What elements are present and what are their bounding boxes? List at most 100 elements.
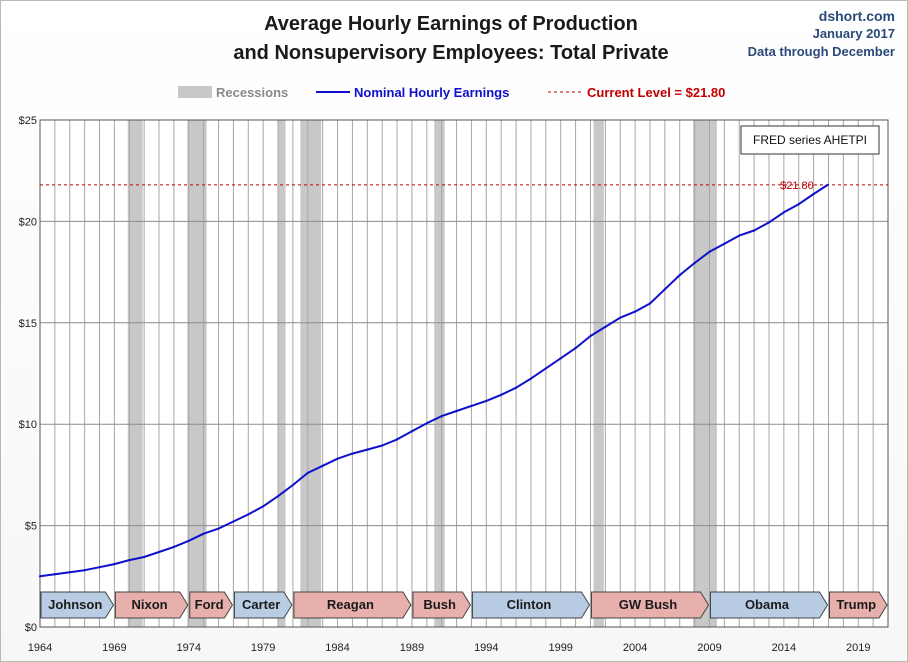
president-arrow-bush bbox=[412, 591, 472, 619]
data-point bbox=[336, 457, 339, 460]
legend-label-recessions: Recessions bbox=[216, 85, 288, 100]
data-point bbox=[425, 422, 428, 425]
data-point bbox=[604, 325, 607, 328]
series-line-nominal-hourly-earnings bbox=[39, 184, 829, 578]
legend-swatch-recessions bbox=[178, 86, 212, 98]
data-point bbox=[262, 505, 265, 508]
president-arrow-ford bbox=[189, 591, 233, 619]
data-point bbox=[410, 430, 414, 433]
recession-band-6 bbox=[693, 120, 717, 627]
data-point bbox=[455, 409, 458, 413]
data-point bbox=[559, 357, 562, 360]
data-point bbox=[172, 545, 175, 548]
data-point bbox=[633, 310, 637, 313]
y-tick-label: $20 bbox=[19, 216, 37, 228]
recession-band-2 bbox=[278, 120, 286, 627]
president-arrow-johnson bbox=[40, 591, 114, 619]
data-point bbox=[232, 520, 235, 523]
legend-label-current-level: Current Level = $21.80 bbox=[587, 85, 725, 100]
x-tick-label: 2004 bbox=[623, 642, 647, 654]
x-tick-label: 1964 bbox=[28, 642, 52, 654]
data-point bbox=[291, 483, 295, 487]
recession-band-0 bbox=[127, 120, 143, 627]
x-tick-label: 1984 bbox=[325, 642, 349, 654]
president-label: Ford bbox=[195, 597, 224, 612]
data-point bbox=[589, 334, 592, 338]
president-label: Reagan bbox=[327, 597, 374, 612]
plot-border bbox=[39, 119, 889, 628]
annotation-box bbox=[740, 125, 880, 155]
data-point bbox=[648, 302, 652, 305]
president-label: Johnson bbox=[48, 597, 102, 612]
current-level-label: $21.80 bbox=[780, 180, 814, 192]
recession-band-4 bbox=[434, 120, 445, 627]
recession-band-3 bbox=[300, 120, 322, 627]
president-label: Obama bbox=[745, 597, 790, 612]
data-point bbox=[217, 527, 220, 530]
data-point bbox=[738, 234, 741, 237]
data-point bbox=[797, 203, 800, 206]
x-tick-label: 2014 bbox=[772, 642, 796, 654]
president-label: Bush bbox=[423, 597, 456, 612]
data-point bbox=[440, 414, 443, 418]
president-label: Clinton bbox=[507, 597, 552, 612]
president-label: Trump bbox=[836, 597, 876, 612]
data-point bbox=[723, 242, 726, 245]
data-point bbox=[276, 495, 280, 498]
president-label: Carter bbox=[242, 597, 280, 612]
data-point bbox=[767, 221, 771, 224]
recession-band-5 bbox=[593, 120, 604, 627]
data-point bbox=[143, 555, 146, 559]
x-tick-label: 2009 bbox=[697, 642, 721, 654]
x-tick-label: 1979 bbox=[251, 642, 275, 654]
data-point bbox=[38, 575, 42, 578]
president-arrow-gw-bush bbox=[590, 591, 710, 619]
data-point bbox=[202, 532, 205, 535]
data-point bbox=[812, 192, 815, 196]
y-tick-label: $25 bbox=[19, 115, 37, 127]
x-tick-label: 1989 bbox=[400, 642, 424, 654]
data-point bbox=[321, 464, 324, 467]
y-tick-label: $15 bbox=[19, 318, 37, 330]
data-point bbox=[826, 183, 829, 186]
y-tick-label: $5 bbox=[25, 521, 37, 533]
data-point bbox=[83, 569, 86, 572]
chart-title-line2: and Nonsupervisory Employees: Total Priv… bbox=[233, 42, 669, 64]
president-label: GW Bush bbox=[619, 597, 678, 612]
plot-area bbox=[40, 120, 888, 627]
data-point bbox=[574, 347, 577, 350]
data-point bbox=[366, 448, 369, 451]
president-arrow-trump bbox=[828, 591, 888, 619]
data-point bbox=[663, 288, 666, 291]
data-point bbox=[381, 444, 384, 447]
data-point bbox=[500, 393, 503, 396]
data-point bbox=[753, 229, 756, 232]
data-point bbox=[113, 563, 116, 566]
data-point bbox=[544, 367, 547, 370]
data-point bbox=[678, 274, 681, 277]
data-point bbox=[470, 404, 473, 408]
president-arrow-carter bbox=[233, 591, 293, 619]
source-date: January 2017 bbox=[812, 26, 895, 41]
data-point bbox=[128, 558, 131, 562]
data-point bbox=[157, 550, 161, 554]
president-label: Nixon bbox=[132, 597, 168, 612]
x-tick-label: 1994 bbox=[474, 642, 498, 654]
legend-label-earnings: Nominal Hourly Earnings bbox=[354, 85, 509, 100]
source-site: dshort.com bbox=[818, 8, 895, 24]
x-tick-label: 2019 bbox=[846, 642, 870, 654]
data-point bbox=[708, 250, 711, 253]
x-tick-label: 1999 bbox=[548, 642, 572, 654]
x-tick-label: 1974 bbox=[177, 642, 201, 654]
data-point bbox=[98, 566, 101, 569]
data-point bbox=[395, 438, 399, 441]
data-point bbox=[351, 452, 354, 455]
data-point bbox=[247, 513, 250, 516]
chart-title-line1: Average Hourly Earnings of Production bbox=[264, 13, 638, 35]
president-arrow-reagan bbox=[293, 591, 412, 619]
data-point bbox=[514, 386, 518, 389]
president-arrow-obama bbox=[709, 591, 829, 619]
data-point bbox=[306, 471, 309, 474]
data-point bbox=[619, 316, 622, 319]
